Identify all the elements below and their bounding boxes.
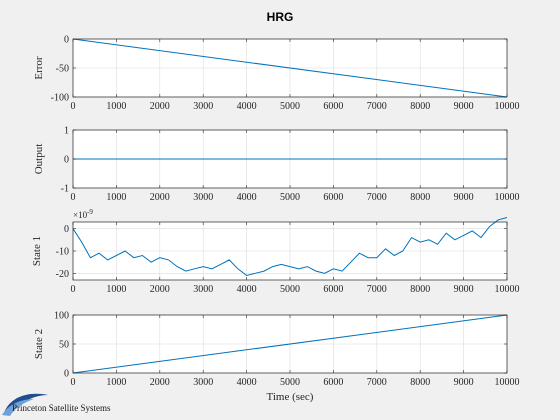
plot2-xtick-label: 6000 <box>323 192 343 203</box>
plot4-ytick-label: 100 <box>54 311 69 322</box>
plot4-xtick-label: 5000 <box>280 377 300 388</box>
plot3-ytick-label: -20 <box>56 269 69 280</box>
plot3-xtick-label: 10000 <box>495 284 520 295</box>
plot3-ytick-label: 0 <box>64 224 69 235</box>
plot3-xtick-label: 5000 <box>280 284 300 295</box>
plot3-xtick-label: 8000 <box>410 284 430 295</box>
plot1-xtick-label: 9000 <box>454 101 474 112</box>
plot3-ylabel: State 1 <box>31 236 43 266</box>
plot2-xtick-label: 8000 <box>410 192 430 203</box>
company-logo: Princeton Satellite Systems <box>2 393 111 416</box>
plot3-exponent-base: ×10 <box>73 210 88 220</box>
plot4-xtick-label: 2000 <box>150 377 170 388</box>
plot2-xtick-label: 4000 <box>237 192 257 203</box>
plot1-xtick-label: 10000 <box>495 101 520 112</box>
plot4-xtick-label: 6000 <box>323 377 343 388</box>
plot3-exponent-power: -9 <box>87 208 93 216</box>
plot1-xtick-label: 1000 <box>106 101 126 112</box>
plot3-series-line <box>72 217 508 277</box>
plot3-xtick-label: 7000 <box>367 284 387 295</box>
plot1-ylabel: Error <box>33 56 45 80</box>
plot2-xtick-label: 1000 <box>106 192 126 203</box>
plot2-xtick-label: 0 <box>71 192 76 203</box>
plot4-xtick-label: 1000 <box>106 377 126 388</box>
plot2-xtick-label: 7000 <box>367 192 387 203</box>
plot2-xtick-label: 3000 <box>193 192 213 203</box>
plot3-xtick-label: 2000 <box>150 284 170 295</box>
plot1-xtick-label: 2000 <box>150 101 170 112</box>
logo-arc-icon <box>2 399 34 416</box>
plot4-xlabel: Time (sec) <box>267 391 314 403</box>
plot4-xtick-label: 7000 <box>367 377 387 388</box>
plot1-xtick-label: 4000 <box>237 101 257 112</box>
plot3-exponent-label: ×10-9 <box>73 208 93 220</box>
company-name: Princeton Satellite Systems <box>12 403 111 413</box>
plot4-ytick-label: 50 <box>59 340 69 351</box>
plot1-series-line <box>72 38 508 98</box>
plot2-ytick-label: 1 <box>64 126 69 137</box>
plot2-ylabel: Output <box>33 144 45 175</box>
plot1-xtick-label: 7000 <box>367 101 387 112</box>
plot4-xtick-label: 8000 <box>410 377 430 388</box>
plot3-xtick-label: 6000 <box>323 284 343 295</box>
plot2-xtick-label: 10000 <box>495 192 520 203</box>
plot4-xtick-label: 4000 <box>237 377 257 388</box>
plot2-xtick-label: 2000 <box>150 192 170 203</box>
plot3-xtick-label: 9000 <box>454 284 474 295</box>
plot4-ylabel: State 2 <box>33 329 45 359</box>
plot3-xtick-label: 1000 <box>106 284 126 295</box>
plot1-ytick-label: 0 <box>64 35 69 46</box>
figure-title: HRG <box>267 10 294 24</box>
plot3-xtick-label: 0 <box>71 284 76 295</box>
plot1-ytick-label: -100 <box>51 93 69 104</box>
plot2-ytick-label: 0 <box>64 155 69 166</box>
plot1-xtick-label: 0 <box>71 101 76 112</box>
plot3-xtick-label: 3000 <box>193 284 213 295</box>
plot3-ytick-label: -10 <box>56 247 69 258</box>
plot4-xtick-label: 3000 <box>193 377 213 388</box>
plot2-xtick-label: 5000 <box>280 192 300 203</box>
plots-container: 0 1000 2000 3000 4000 5000 6000 7000 8000 9000 100… <box>31 35 520 404</box>
plot4-xtick-label: 9000 <box>454 377 474 388</box>
plot1-xtick-label: 8000 <box>410 101 430 112</box>
plot4-ytick-label: 0 <box>64 369 69 380</box>
plot4-xtick-label: 0 <box>71 377 76 388</box>
plot4-series-line <box>72 314 508 374</box>
plot2-xtick-label: 9000 <box>454 192 474 203</box>
plot1-ytick-label: -50 <box>56 64 69 75</box>
plot4-xtick-label: 10000 <box>495 377 520 388</box>
plot1-xtick-label: 3000 <box>193 101 213 112</box>
plot3-xtick-label: 4000 <box>237 284 257 295</box>
plot2-ytick-label: -1 <box>61 184 69 195</box>
plot1-xtick-label: 5000 <box>280 101 300 112</box>
plot1-xtick-label: 6000 <box>323 101 343 112</box>
